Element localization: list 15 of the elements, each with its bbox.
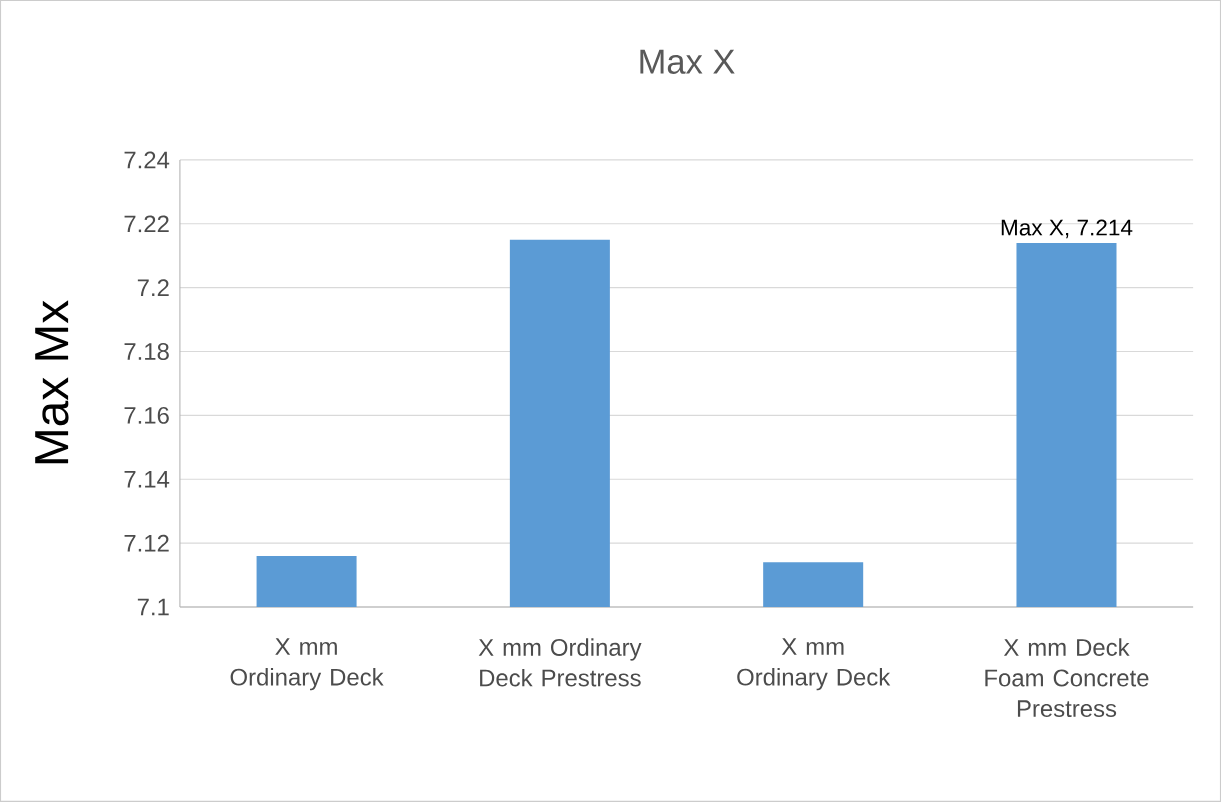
y-tick-label: 7.22 [124, 215, 169, 233]
x-tick-label: X mm Ordinary Deck [737, 638, 891, 691]
y-tick-label: 7.14 [124, 471, 170, 488]
data-label: Max X, 7.214 [1001, 219, 1133, 239]
x-tick-label: X mm Ordinary Deck Prestress [478, 638, 642, 687]
x-tick-label: X mm Ordinary Deck [230, 638, 384, 691]
y-tick-label: 7.16 [124, 406, 169, 424]
y-axis-title: Max Mx [35, 300, 69, 464]
x-tick-label: X mm Deck Foam Concrete Prestress [985, 638, 1149, 718]
y-tick-label: 7.12 [124, 534, 169, 552]
y-tick-label: 7.2 [137, 279, 169, 297]
chart-title: Max X [640, 49, 735, 74]
y-tick-label: 7.24 [124, 151, 170, 169]
y-tick-label: 7.18 [124, 343, 169, 361]
y-tick-label: 7.1 [137, 598, 169, 616]
